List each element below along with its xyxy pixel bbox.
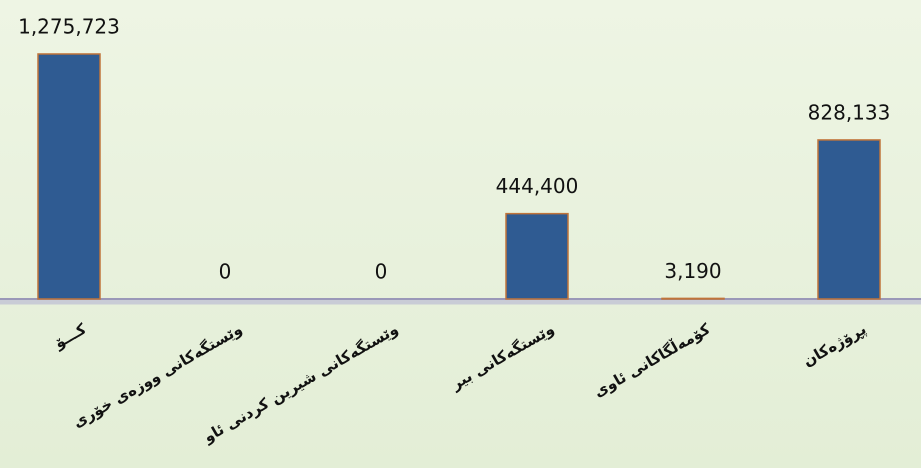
x-tick-label: کۆمەڵگاکانی ئاوی [590,319,713,401]
data-label: 0 [219,260,232,284]
data-label: 444,400 [496,174,579,198]
bar [505,212,569,300]
x-tick-label: وێستگەکانی ووزەی خۆری [70,320,246,432]
x-tick-label: وێستگەکانی بیر [447,320,557,394]
data-label: 0 [375,260,388,284]
bar [817,139,881,300]
bar [661,297,725,300]
x-tick-label: کـــۆ [50,320,89,353]
x-tick-label: پڕۆژەکان [800,320,870,371]
data-label: 1,275,723 [18,14,120,38]
data-label: 3,190 [664,259,721,283]
data-label: 828,133 [808,100,891,124]
bar [37,53,101,300]
